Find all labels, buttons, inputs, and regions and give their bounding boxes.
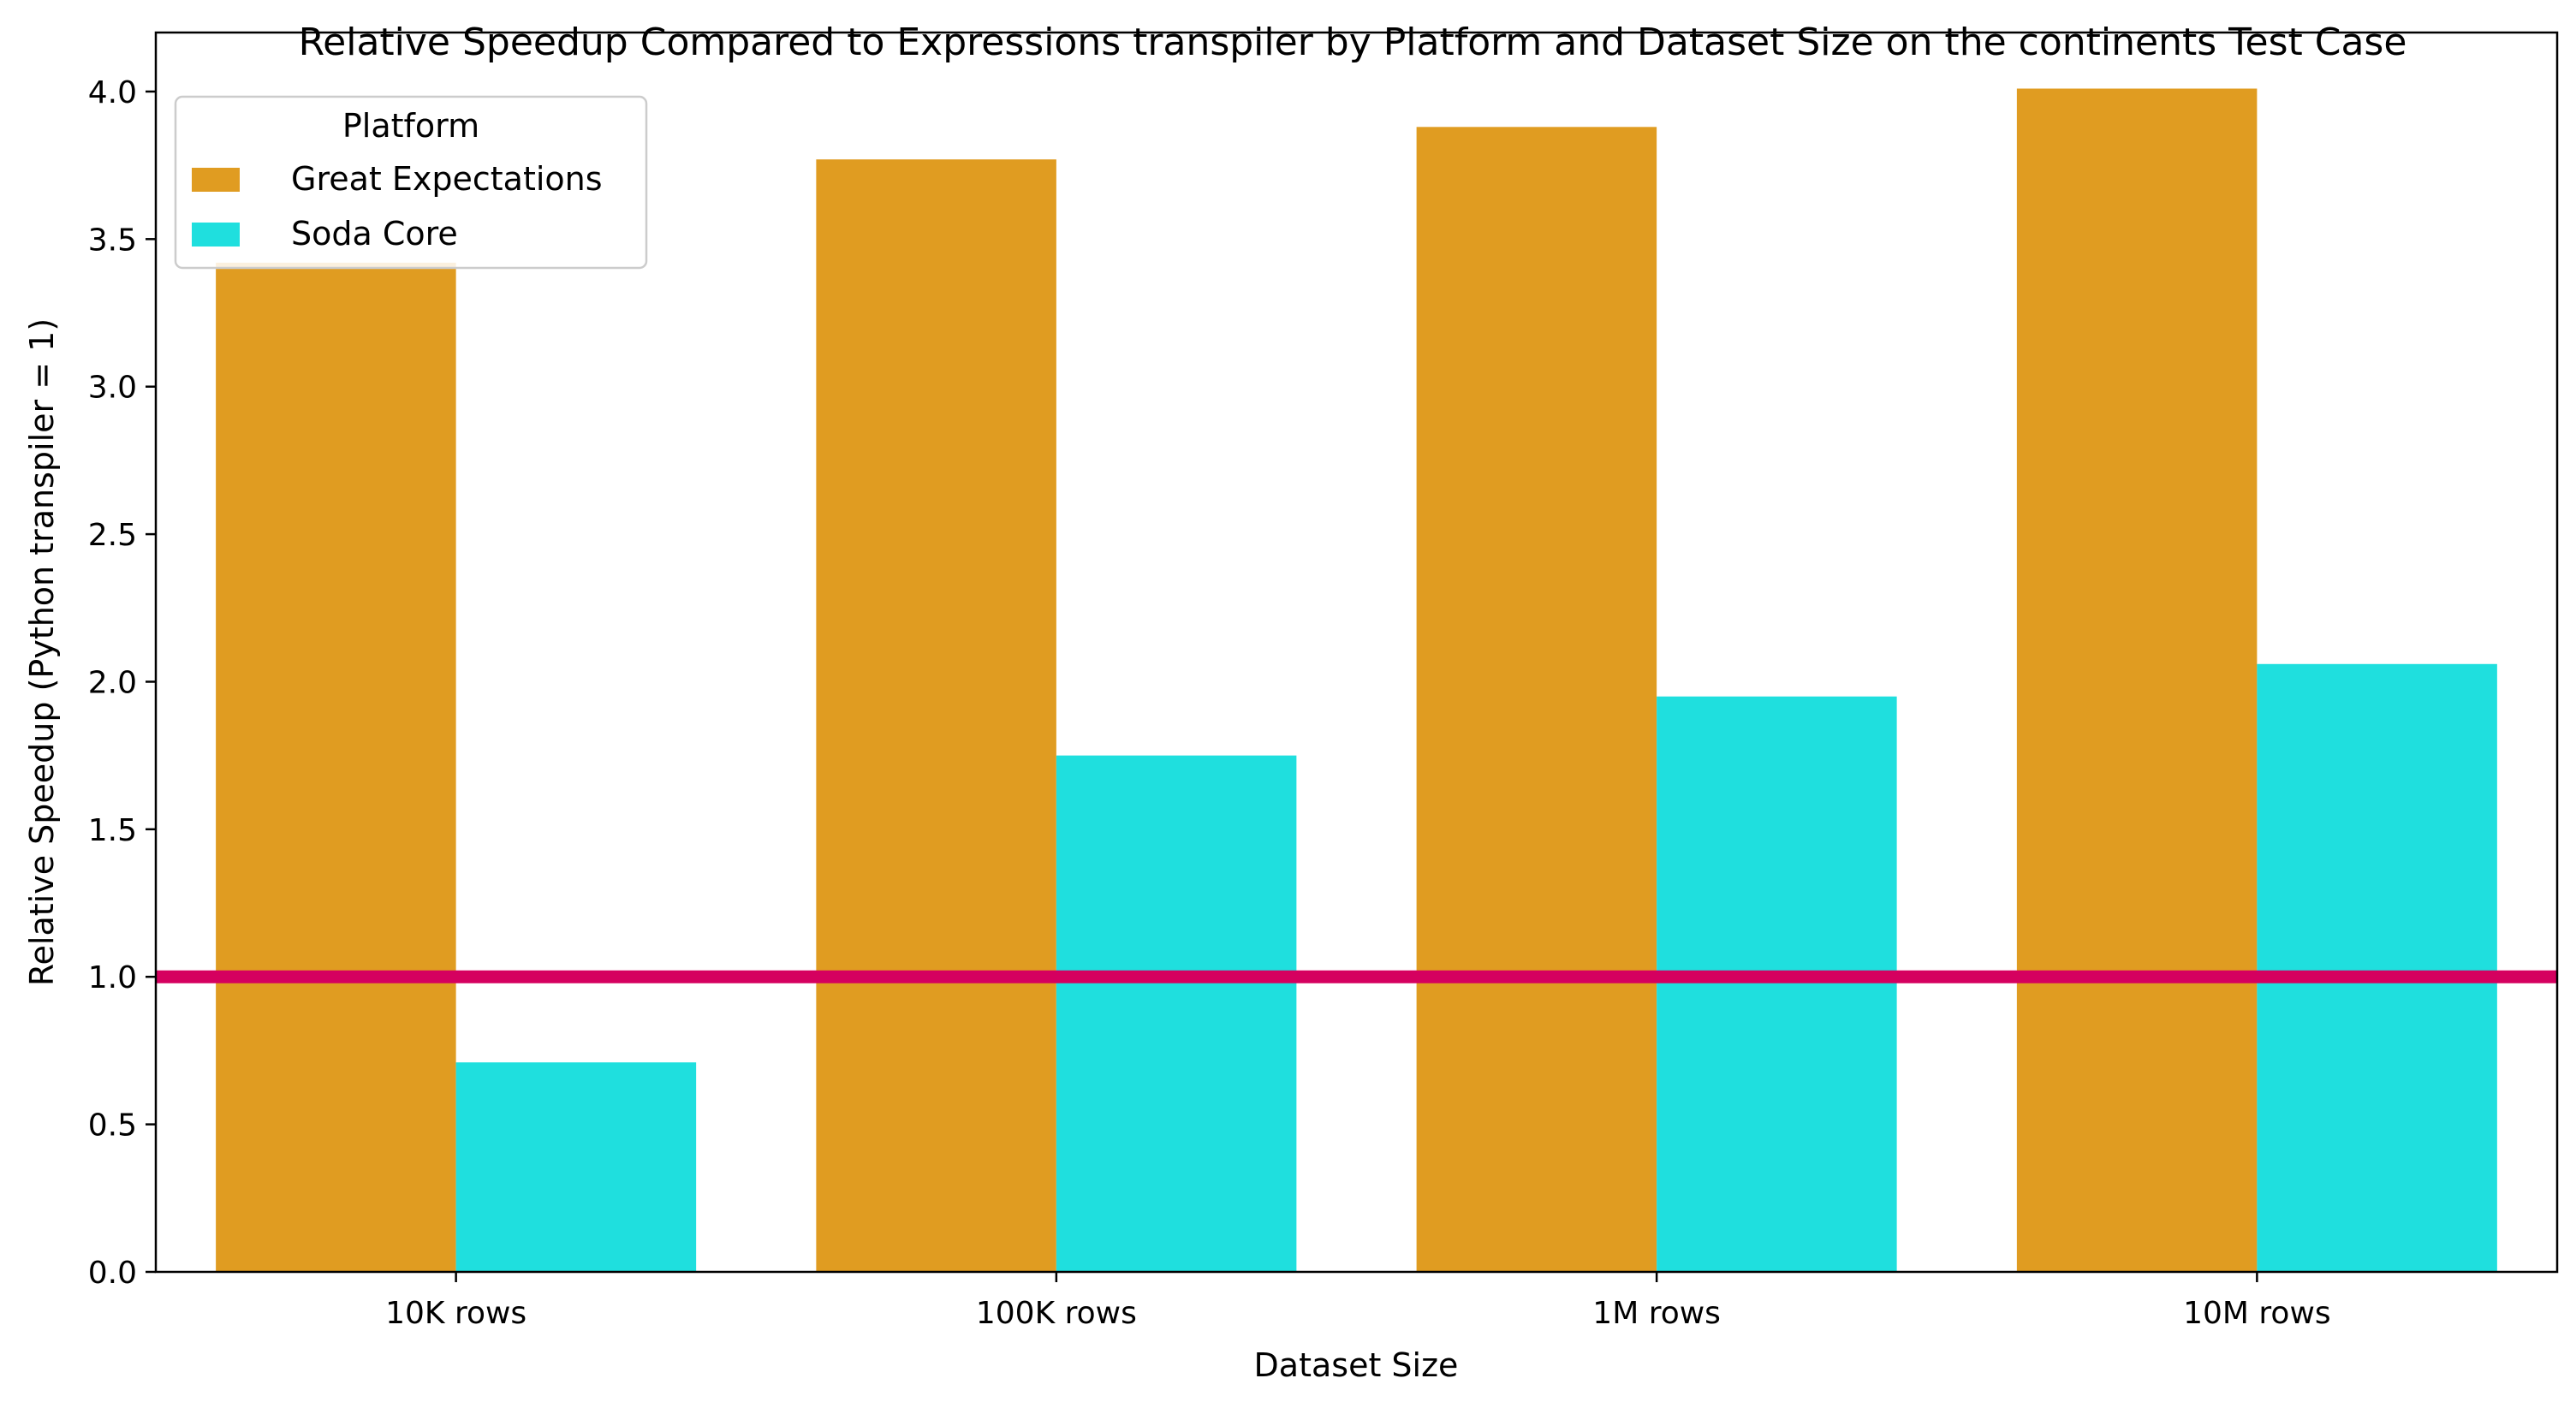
bar-great-expectations-0 <box>216 262 456 1272</box>
y-tick-label: 1.5 <box>88 813 137 848</box>
x-axis: 10K rows 100K rows 1M rows 10M rows <box>385 1272 2331 1331</box>
y-tick-label: 0.5 <box>88 1108 137 1144</box>
bar-soda-core-2 <box>1657 696 1897 1272</box>
legend-label-1: Soda Core <box>291 215 458 252</box>
legend-swatch-0 <box>192 168 240 192</box>
x-tick-label: 10M rows <box>2183 1296 2331 1331</box>
bar-soda-core-0 <box>455 1062 697 1272</box>
legend: Platform Great Expectations Soda Core <box>174 95 648 270</box>
legend-box <box>174 95 648 270</box>
bar-great-expectations-3 <box>2016 88 2258 1272</box>
y-axis: 0.0 0.5 1.0 1.5 2.0 2.5 3.0 3.5 4.0 <box>88 75 156 1291</box>
y-tick-label: 3.0 <box>88 371 137 406</box>
y-tick-label: 1.0 <box>88 960 137 995</box>
y-tick-label: 3.5 <box>88 223 137 258</box>
chart-title: Relative Speedup Compared to Expressions… <box>299 21 2407 64</box>
x-axis-label: Dataset Size <box>1254 1346 1459 1384</box>
bars-group <box>216 88 2497 1273</box>
plot-frame <box>154 31 2559 1274</box>
y-tick-label: 2.0 <box>88 665 137 700</box>
legend-swatch-1 <box>192 223 240 247</box>
y-tick-label: 4.0 <box>88 75 137 110</box>
bar-great-expectations-2 <box>1416 127 1657 1272</box>
legend-label-0: Great Expectations <box>291 160 603 198</box>
legend-title: Platform <box>342 107 479 145</box>
bar-great-expectations-1 <box>816 159 1056 1273</box>
y-axis-label: Relative Speedup (Python transpiler = 1) <box>23 318 61 986</box>
bar-soda-core-3 <box>2257 663 2497 1272</box>
legend-items: Great Expectations Soda Core <box>192 160 603 252</box>
x-tick-label: 1M rows <box>1592 1296 1721 1331</box>
y-tick-label: 2.5 <box>88 518 137 553</box>
y-tick-label: 0.0 <box>88 1256 137 1291</box>
x-tick-label: 10K rows <box>385 1296 527 1331</box>
bar-soda-core-1 <box>1056 755 1297 1272</box>
x-tick-label: 100K rows <box>976 1296 1137 1331</box>
